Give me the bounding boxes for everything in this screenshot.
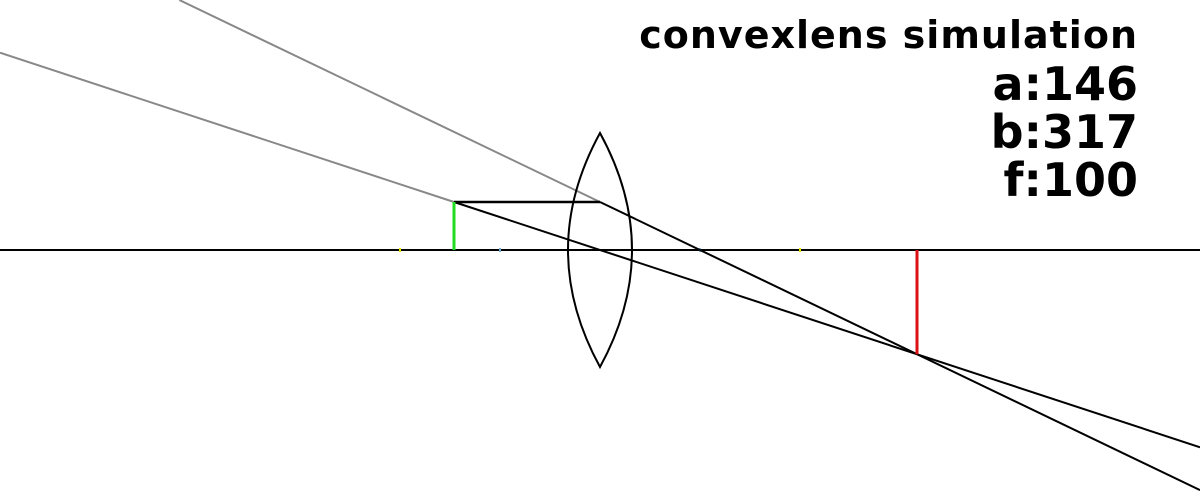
- object-distance-row: a:146: [639, 60, 1138, 108]
- virtual-ray-extension-focal: [178, 0, 601, 203]
- object-distance-value: 146: [1041, 57, 1138, 111]
- focal-length-label: f:: [1003, 153, 1042, 207]
- virtual-ray-extension-center: [0, 51, 455, 203]
- simulation-title: convexlens simulation: [639, 13, 1138, 57]
- image-distance-label: b:: [990, 105, 1042, 159]
- convex-lens: [567, 130, 633, 370]
- object-distance-label: a:: [992, 57, 1042, 111]
- center-ray: [453, 201, 1200, 449]
- focal-length-value: 100: [1041, 153, 1138, 207]
- focal-length-row: f:100: [639, 156, 1138, 204]
- parameter-panel: convexlens simulation a:146 b:317 f:100: [639, 10, 1138, 204]
- refracted-ray: [599, 201, 1200, 492]
- image-distance-row: b:317: [639, 108, 1138, 156]
- image-distance-value: 317: [1041, 105, 1138, 159]
